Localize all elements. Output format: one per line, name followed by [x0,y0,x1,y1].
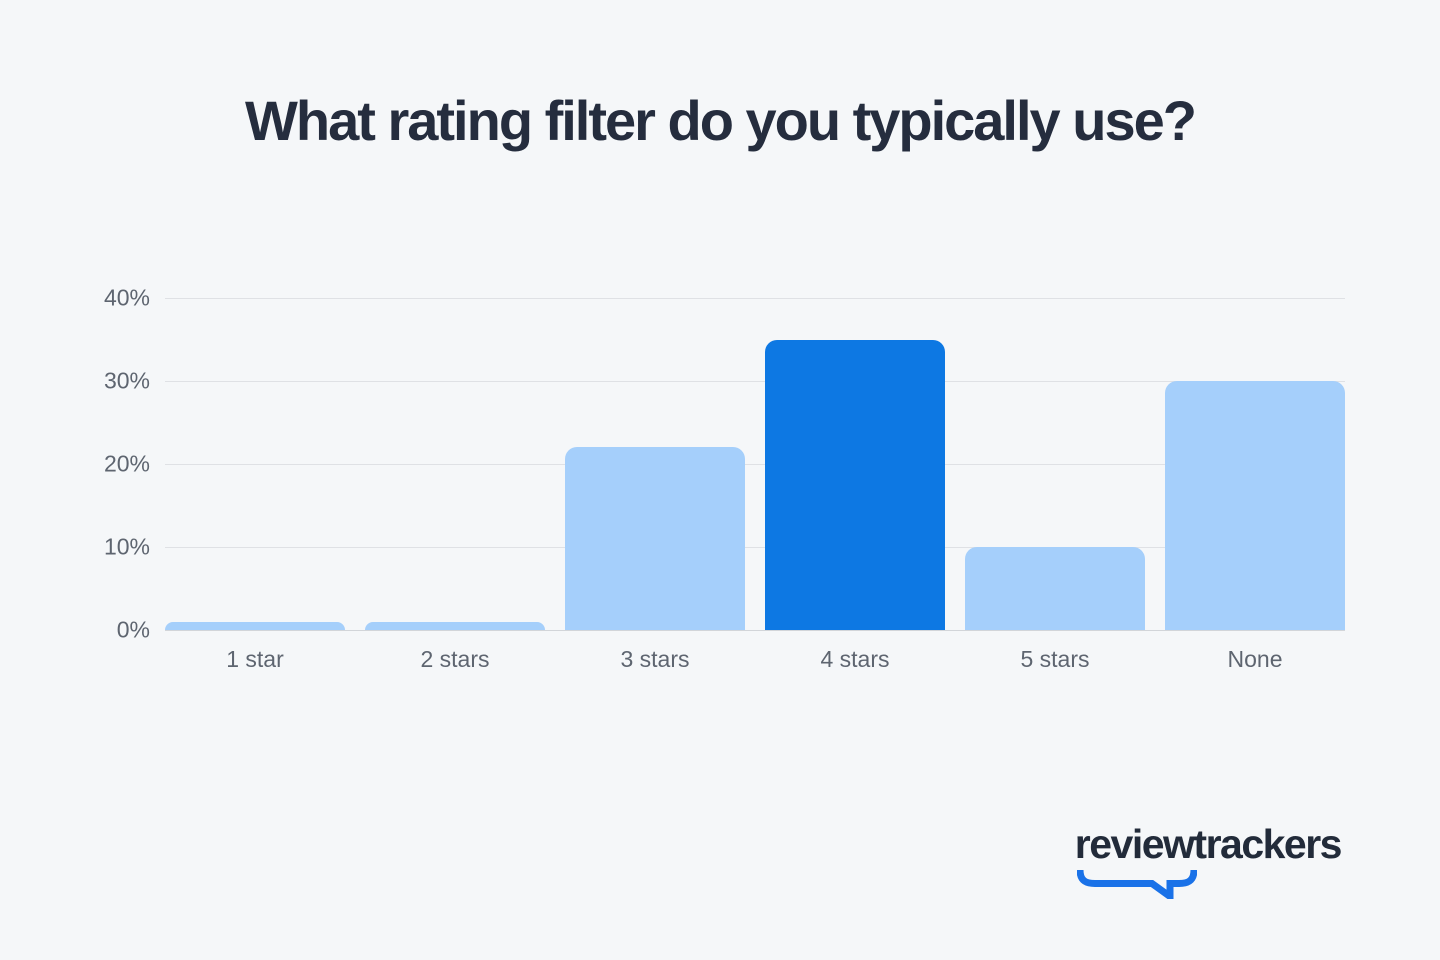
y-axis-tick-label: 30% [103,367,150,394]
bar-3-stars [565,447,745,630]
y-axis-tick-label: 0% [116,616,150,643]
chart-title: What rating filter do you typically use? [245,89,1197,152]
bars-group [165,298,1345,630]
bar-2-stars [365,621,545,630]
logo-wordmark: reviewtrackers [1074,821,1343,867]
gridline-20% [165,464,1345,465]
reviewtrackers-logo: reviewtrackers [1074,821,1343,900]
speech-bubble-bracket-icon [1076,869,1197,900]
y-axis-tick-label: 40% [103,284,150,311]
bar-5-stars [965,547,1145,630]
y-axis-tick-label: 20% [103,450,150,477]
x-axis-label-3-stars: 3 stars [620,646,690,672]
gridline-40% [165,298,1345,299]
x-axis-label-none: None [1227,646,1283,672]
bar-4-stars [765,339,945,630]
y-axis-tick-label: 10% [103,533,150,560]
gridline-10% [165,547,1345,548]
x-axis-label-5-stars: 5 stars [1020,646,1090,672]
x-axis-label-1-star: 1 star [226,646,284,672]
x-axis-label-2-stars: 2 stars [420,646,490,672]
bar-chart: 0% 10% 20% 30% 40% [104,285,1345,643]
bar-none [1165,381,1345,630]
gridline-0% [165,630,1345,631]
x-axis-labels: 1 star 2 stars 3 stars 4 stars 5 stars None [165,646,1345,673]
gridline-30% [165,381,1345,382]
bar-1-star [165,621,345,630]
x-axis-label-4-stars: 4 stars [820,646,890,672]
